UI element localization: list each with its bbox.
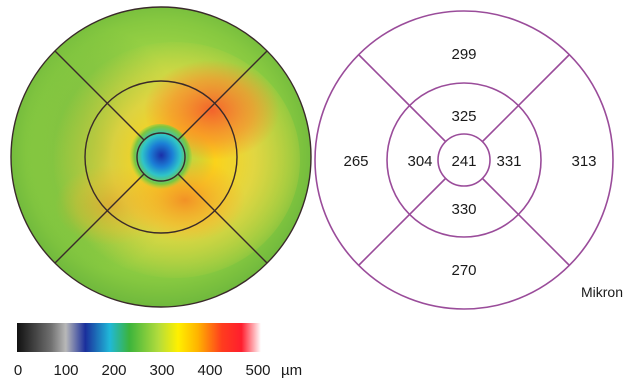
left-etdrs-grid: [10, 6, 312, 308]
center-ring: [437, 133, 491, 187]
diagonal-line: [106, 102, 145, 141]
diagonal-line: [481, 177, 570, 266]
middle-ring: [386, 82, 542, 238]
value-outer-superior: 299: [451, 46, 476, 63]
diagonal-line: [481, 54, 570, 143]
scale-tick-200: 200: [101, 362, 126, 379]
value-inner-inferior: 330: [451, 201, 476, 218]
value-inner-nasal: 331: [496, 153, 521, 170]
middle-ring: [84, 80, 238, 234]
center-ring: [136, 132, 186, 182]
scale-tick-100: 100: [53, 362, 78, 379]
diagonal-line: [358, 54, 411, 107]
value-outer-temporal: 265: [343, 153, 368, 170]
thickness-value-grid: 299 325 265 304 241 331 313 330 270 Mikr…: [314, 10, 623, 310]
value-outer-inferior: 270: [451, 262, 476, 279]
color-scale: 0 100 200 300 400 500 µm: [14, 323, 302, 379]
diagonal-line: [358, 177, 447, 266]
color-scale-bar: [17, 323, 261, 352]
scale-unit: µm: [281, 362, 302, 379]
scale-tick-0: 0: [14, 362, 22, 379]
value-inner-temporal: 304: [407, 153, 432, 170]
unit-label: Mikron: [581, 284, 623, 300]
diagonal-line: [54, 173, 145, 264]
thickness-color-map: [10, 6, 312, 308]
value-outer-nasal: 313: [571, 153, 596, 170]
scale-tick-400: 400: [197, 362, 222, 379]
scale-tick-300: 300: [149, 362, 174, 379]
diagonal-line: [409, 105, 447, 143]
heat-overlay: [25, 30, 300, 278]
value-center: 241: [451, 153, 476, 170]
value-inner-superior: 325: [451, 108, 476, 125]
diagonal-line: [177, 50, 268, 141]
outer-ring: [314, 10, 614, 310]
diagonal-line: [54, 50, 108, 104]
diagonal-line: [177, 173, 268, 264]
scale-tick-500: 500: [245, 362, 270, 379]
outer-ring: [10, 6, 312, 308]
